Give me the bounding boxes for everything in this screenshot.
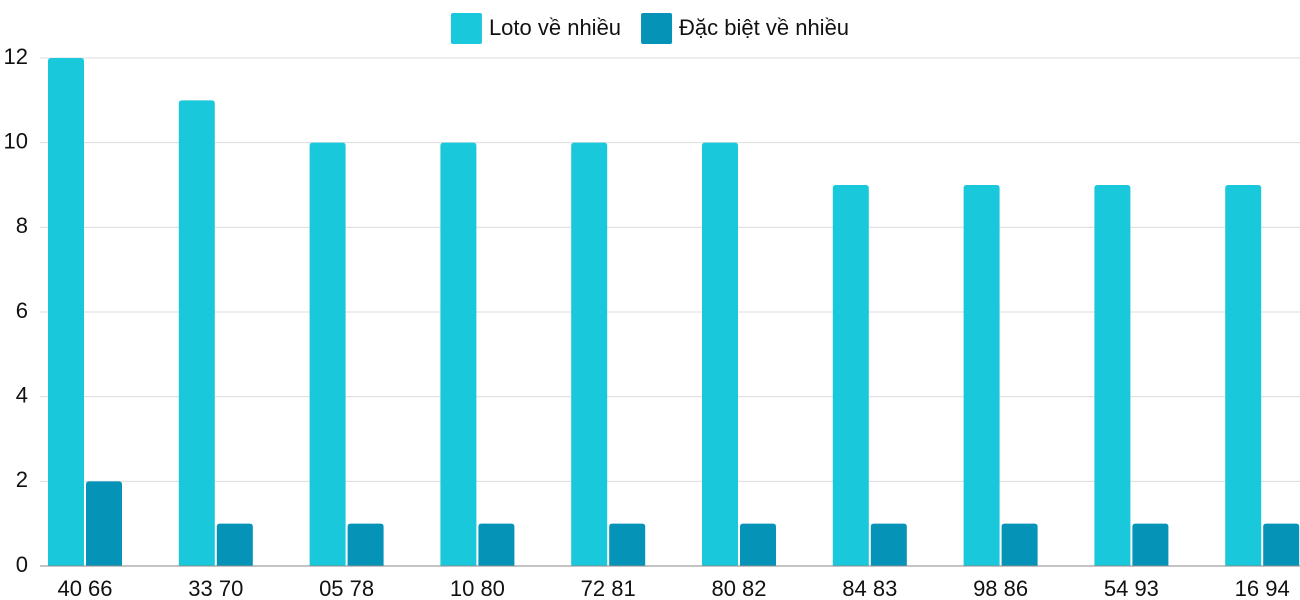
bar bbox=[478, 523, 515, 566]
bar bbox=[1001, 523, 1038, 566]
bar bbox=[870, 523, 907, 566]
bar bbox=[440, 142, 477, 566]
legend-swatch bbox=[450, 13, 482, 44]
legend-swatch bbox=[641, 13, 673, 44]
y-tick-label: 10 bbox=[4, 128, 28, 153]
x-tick-label: 10 80 bbox=[450, 576, 505, 600]
x-tick-label: 54 93 bbox=[1104, 576, 1159, 600]
bar bbox=[86, 481, 122, 566]
x-tick-label: 72 81 bbox=[581, 576, 636, 600]
y-tick-label: 8 bbox=[16, 213, 28, 238]
bar bbox=[347, 523, 384, 566]
y-tick-label: 6 bbox=[16, 298, 28, 323]
x-tick-label: 16 94 bbox=[1235, 576, 1290, 600]
bar bbox=[178, 100, 215, 566]
y-tick-label: 4 bbox=[16, 382, 28, 407]
bar bbox=[48, 58, 84, 566]
bar bbox=[1094, 185, 1131, 566]
y-tick-label: 12 bbox=[4, 44, 28, 69]
legend-item[interactable]: Đặc biệt về nhiều bbox=[641, 13, 849, 44]
bar bbox=[1132, 523, 1169, 566]
bar bbox=[963, 185, 1000, 566]
bar bbox=[309, 142, 346, 566]
x-tick-label: 80 82 bbox=[711, 576, 766, 600]
x-tick-label: 98 86 bbox=[973, 576, 1028, 600]
bar bbox=[832, 185, 869, 566]
y-tick-label: 2 bbox=[16, 467, 28, 492]
legend-label: Đặc biệt về nhiều bbox=[679, 15, 849, 40]
legend-item[interactable]: Loto về nhiều bbox=[450, 13, 621, 44]
y-tick-label: 0 bbox=[16, 552, 28, 577]
bar bbox=[740, 523, 776, 566]
bar bbox=[216, 523, 253, 566]
x-tick-label: 05 78 bbox=[319, 576, 374, 600]
legend-label: Loto về nhiều bbox=[489, 15, 621, 40]
x-tick-label: 40 66 bbox=[57, 576, 112, 600]
bar bbox=[1225, 185, 1262, 566]
bar bbox=[702, 142, 738, 566]
bar bbox=[571, 142, 608, 566]
bar bbox=[1263, 523, 1300, 566]
x-tick-label: 33 70 bbox=[188, 576, 243, 600]
x-tick-label: 84 83 bbox=[842, 576, 897, 600]
bar bbox=[609, 523, 646, 566]
